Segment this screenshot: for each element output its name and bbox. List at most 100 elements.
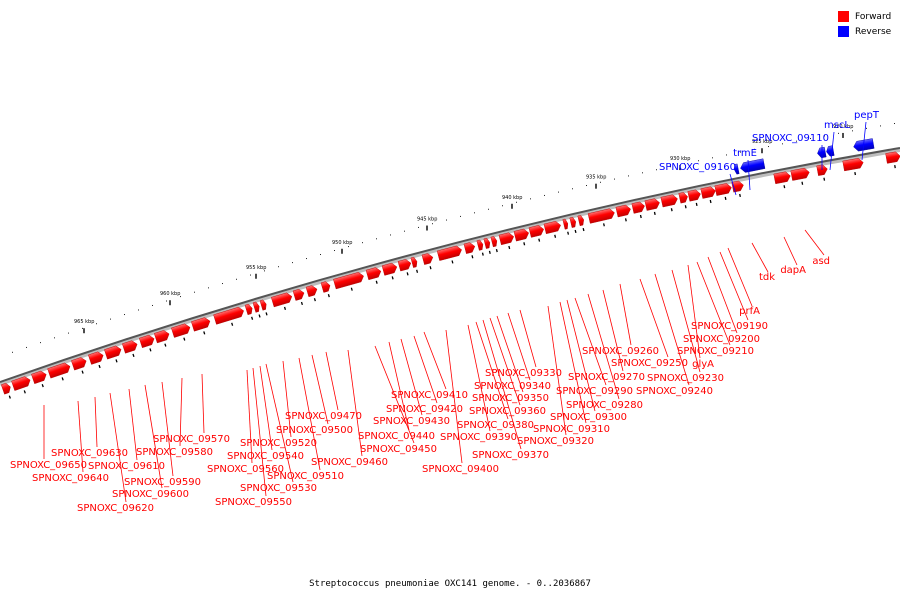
- forward-gene[interactable]: [490, 236, 500, 253]
- forward-gene[interactable]: [153, 329, 172, 348]
- forward-gene[interactable]: [320, 281, 333, 299]
- forward-gene[interactable]: [397, 258, 414, 277]
- gene-arrow[interactable]: [397, 258, 412, 272]
- gene-label[interactable]: SPNOXC_09310: [533, 424, 610, 435]
- forward-gene[interactable]: [139, 334, 157, 354]
- gene-arrow[interactable]: [421, 252, 434, 265]
- gene-label[interactable]: SPNOXC_09400: [422, 464, 499, 475]
- gene-arrow[interactable]: [816, 164, 829, 176]
- forward-gene[interactable]: [171, 323, 193, 344]
- gene-label[interactable]: SPNOXC_09280: [566, 400, 643, 411]
- gene-arrow[interactable]: [153, 329, 170, 344]
- gene-arrow[interactable]: [577, 215, 585, 226]
- gene-label[interactable]: SPNOXC_09350: [472, 393, 549, 404]
- gene-arrow[interactable]: [71, 356, 87, 371]
- gene-label[interactable]: SPNOXC_09110: [752, 133, 829, 144]
- gene-arrow[interactable]: [644, 198, 661, 211]
- gene-arrow[interactable]: [615, 204, 632, 218]
- forward-gene[interactable]: [687, 189, 703, 207]
- gene-label[interactable]: SPNOXC_09430: [373, 416, 450, 427]
- gene-label[interactable]: SPNOXC_09650: [10, 460, 87, 471]
- gene-label[interactable]: SPNOXC_09360: [469, 406, 546, 417]
- gene-label[interactable]: SPNOXC_09540: [227, 451, 304, 462]
- gene-arrow[interactable]: [305, 284, 318, 298]
- forward-gene[interactable]: [104, 345, 124, 365]
- gene-label[interactable]: SPNOXC_09470: [285, 411, 362, 422]
- gene-arrow[interactable]: [826, 145, 835, 157]
- forward-gene[interactable]: [773, 171, 793, 190]
- gene-arrow[interactable]: [259, 299, 268, 311]
- gene-arrow[interactable]: [543, 220, 562, 235]
- gene-arrow[interactable]: [562, 218, 569, 230]
- gene-arrow[interactable]: [292, 288, 305, 301]
- gene-arrow[interactable]: [320, 281, 331, 293]
- gene-arrow[interactable]: [498, 232, 515, 246]
- gene-arrow[interactable]: [483, 237, 491, 249]
- forward-gene[interactable]: [577, 215, 587, 232]
- gene-label[interactable]: SPNOXC_09460: [311, 457, 388, 468]
- forward-gene[interactable]: [122, 339, 140, 359]
- gene-label[interactable]: SPNOXC_09330: [485, 368, 562, 379]
- gene-arrow[interactable]: [490, 236, 498, 248]
- gene-label[interactable]: SPNOXC_09450: [360, 444, 437, 455]
- gene-label[interactable]: SPNOXC_09580: [136, 447, 213, 458]
- forward-gene[interactable]: [790, 167, 812, 186]
- gene-label[interactable]: SPNOXC_09510: [267, 471, 344, 482]
- gene-arrow[interactable]: [660, 194, 679, 208]
- gene-label[interactable]: SPNOXC_09560: [207, 464, 284, 475]
- gene-label[interactable]: glyA: [692, 359, 714, 370]
- gene-arrow[interactable]: [191, 316, 211, 332]
- forward-gene[interactable]: [644, 198, 662, 217]
- forward-gene[interactable]: [483, 237, 493, 255]
- forward-gene[interactable]: [615, 204, 633, 223]
- forward-gene[interactable]: [476, 239, 486, 256]
- forward-gene[interactable]: [88, 351, 106, 371]
- gene-arrow[interactable]: [678, 192, 689, 204]
- gene-arrow[interactable]: [410, 256, 418, 268]
- gene-label[interactable]: SPNOXC_09160: [659, 162, 736, 173]
- gene-label[interactable]: SPNOXC_09610: [88, 461, 165, 472]
- forward-gene[interactable]: [0, 382, 14, 400]
- gene-label[interactable]: SPNOXC_09620: [77, 503, 154, 514]
- forward-gene[interactable]: [660, 194, 680, 213]
- forward-gene[interactable]: [731, 180, 746, 198]
- gene-label[interactable]: SPNOXC_09440: [358, 431, 435, 442]
- forward-gene[interactable]: [543, 220, 563, 239]
- reverse-gene[interactable]: [826, 145, 835, 157]
- forward-gene[interactable]: [305, 284, 320, 302]
- gene-label[interactable]: SPNOXC_09230: [647, 373, 724, 384]
- gene-arrow[interactable]: [139, 334, 155, 348]
- gene-label[interactable]: SPNOXC_09260: [582, 346, 659, 357]
- gene-label[interactable]: prfA: [739, 306, 760, 317]
- gene-arrow[interactable]: [365, 266, 382, 281]
- gene-arrow[interactable]: [528, 224, 545, 238]
- gene-label[interactable]: SPNOXC_09340: [474, 381, 551, 392]
- gene-arrow[interactable]: [381, 262, 398, 276]
- forward-gene[interactable]: [498, 232, 516, 251]
- gene-arrow[interactable]: [271, 292, 293, 308]
- gene-arrow[interactable]: [436, 245, 463, 261]
- forward-gene[interactable]: [252, 301, 262, 318]
- gene-label[interactable]: SPNOXC_09200: [683, 334, 760, 345]
- gene-label[interactable]: pepT: [854, 110, 880, 121]
- forward-gene[interactable]: [292, 288, 307, 306]
- forward-gene[interactable]: [513, 228, 531, 247]
- gene-label[interactable]: SPNOXC_09550: [215, 497, 292, 508]
- gene-arrow[interactable]: [790, 167, 811, 181]
- forward-gene[interactable]: [528, 224, 546, 243]
- gene-arrow[interactable]: [333, 271, 365, 290]
- gene-arrow[interactable]: [817, 146, 827, 159]
- gene-arrow[interactable]: [569, 216, 577, 228]
- gene-label[interactable]: mscL: [824, 120, 850, 131]
- forward-gene[interactable]: [410, 256, 420, 274]
- gene-label[interactable]: SPNOXC_09190: [691, 321, 768, 332]
- forward-gene[interactable]: [71, 356, 89, 376]
- reverse-gene[interactable]: [733, 163, 740, 175]
- forward-gene[interactable]: [333, 271, 366, 295]
- gene-label[interactable]: SPNOXC_09270: [568, 372, 645, 383]
- gene-arrow[interactable]: [476, 239, 484, 251]
- gene-label[interactable]: SPNOXC_09520: [240, 438, 317, 449]
- gene-arrow[interactable]: [104, 345, 122, 360]
- forward-gene[interactable]: [213, 306, 247, 330]
- gene-label[interactable]: SPNOXC_09370: [472, 450, 549, 461]
